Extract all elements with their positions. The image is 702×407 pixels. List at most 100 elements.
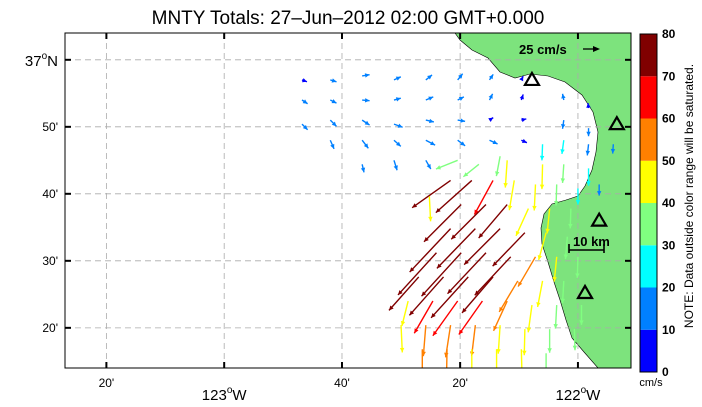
current-vector xyxy=(568,208,573,229)
radar-station-marker xyxy=(576,283,594,300)
current-vector xyxy=(399,325,405,353)
current-vector xyxy=(553,305,558,329)
current-vector xyxy=(537,232,547,261)
current-vector xyxy=(563,236,569,260)
current-vector xyxy=(413,300,434,334)
current-vector xyxy=(329,139,335,150)
current-vector xyxy=(393,97,401,102)
current-vector xyxy=(457,96,465,101)
current-vector xyxy=(492,300,508,332)
current-vector xyxy=(400,300,409,326)
current-vector xyxy=(560,140,565,154)
current-vector xyxy=(596,184,602,196)
current-vector xyxy=(393,123,403,128)
distance-scale-label: 10 km xyxy=(573,234,610,249)
colorbar-tick-label: 10 xyxy=(662,323,676,337)
current-vector xyxy=(495,156,501,177)
current-vector xyxy=(526,304,533,333)
current-vector xyxy=(539,164,545,190)
colorbar-segment xyxy=(640,160,657,203)
current-vector xyxy=(575,256,580,278)
current-vector xyxy=(503,160,508,188)
colorbar-tick-label: 50 xyxy=(662,154,676,168)
vector-scale: 25 cm/s xyxy=(519,42,600,57)
current-vector xyxy=(397,252,437,296)
current-vector xyxy=(520,349,523,368)
graticule xyxy=(65,33,631,368)
current-vector xyxy=(450,204,487,240)
current-vector xyxy=(473,180,494,215)
current-vector xyxy=(393,139,402,147)
colorbar-note: NOTE: Data outside color range will be s… xyxy=(682,64,696,328)
current-vector xyxy=(436,228,476,269)
current-vector xyxy=(552,256,558,282)
colorbar xyxy=(639,33,658,373)
colorbar-frame xyxy=(639,33,658,373)
lon-label: 122oW xyxy=(556,385,602,404)
lat-label: 40' xyxy=(42,187,58,201)
colorbar-tick-label: 80 xyxy=(662,27,676,41)
current-vector xyxy=(498,280,519,313)
current-vector xyxy=(330,78,337,83)
current-vector xyxy=(361,139,369,149)
map-title: MNTY Totals: 27–Jun–2012 02:00 GMT+0.000 xyxy=(152,8,545,29)
radar-station-marker xyxy=(590,211,609,227)
current-vector xyxy=(425,96,434,101)
colorbar-tick-label: 70 xyxy=(662,69,676,83)
current-vector xyxy=(585,144,590,156)
current-vector xyxy=(393,160,398,171)
vector-scale-label: 25 cm/s xyxy=(519,42,567,57)
lon-label: 20' xyxy=(452,376,468,390)
current-vector xyxy=(572,329,578,351)
current-vector xyxy=(561,120,566,129)
lat-label: 20' xyxy=(42,321,58,335)
colorbar-segment xyxy=(640,245,657,288)
current-vector xyxy=(461,276,494,314)
current-vector xyxy=(447,252,487,295)
current-vector xyxy=(411,179,451,209)
current-vector xyxy=(575,188,581,205)
current-vector xyxy=(488,93,494,101)
current-vector xyxy=(361,119,370,126)
colorbar-segment xyxy=(640,203,657,246)
colorbar-tick-label: 0 xyxy=(662,365,669,379)
current-vector xyxy=(421,252,462,297)
current-vector xyxy=(435,159,458,170)
radar-station-marker xyxy=(607,114,626,131)
current-vector xyxy=(547,329,552,353)
current-vector xyxy=(532,184,537,211)
current-vector xyxy=(430,276,469,319)
current-vector xyxy=(428,196,433,222)
current-vector xyxy=(517,256,537,287)
current-vector xyxy=(457,73,464,81)
lat-label: 30' xyxy=(42,254,58,268)
current-vector xyxy=(409,228,452,273)
current-vector xyxy=(408,276,445,316)
current-vector xyxy=(432,300,459,337)
current-vector xyxy=(521,117,527,123)
longitude-labels: 20' 123oW 40' 20' 122oW xyxy=(99,376,602,404)
colorbar-tick-label: 40 xyxy=(662,196,676,210)
plot-frame xyxy=(64,32,632,369)
current-vector xyxy=(301,78,308,83)
current-vector xyxy=(301,123,309,131)
current-vector xyxy=(561,93,566,101)
current-vector xyxy=(388,276,420,311)
current-vector xyxy=(492,232,526,267)
axis-ticks xyxy=(65,33,631,368)
current-vector xyxy=(554,184,559,206)
current-vector xyxy=(610,144,616,154)
current-vector xyxy=(515,208,530,237)
current-vector xyxy=(496,325,501,354)
current-vector xyxy=(445,349,448,368)
current-vector xyxy=(586,103,591,109)
current-vector xyxy=(507,180,515,211)
current-vector xyxy=(560,164,566,183)
current-vector xyxy=(488,73,494,81)
colorbar-tick-label: 30 xyxy=(662,238,676,252)
current-vector xyxy=(362,98,370,103)
colorbar-segment xyxy=(640,34,657,77)
colorbar-segment xyxy=(640,329,657,372)
lon-label: 123oW xyxy=(202,385,248,404)
current-vector xyxy=(329,119,338,127)
